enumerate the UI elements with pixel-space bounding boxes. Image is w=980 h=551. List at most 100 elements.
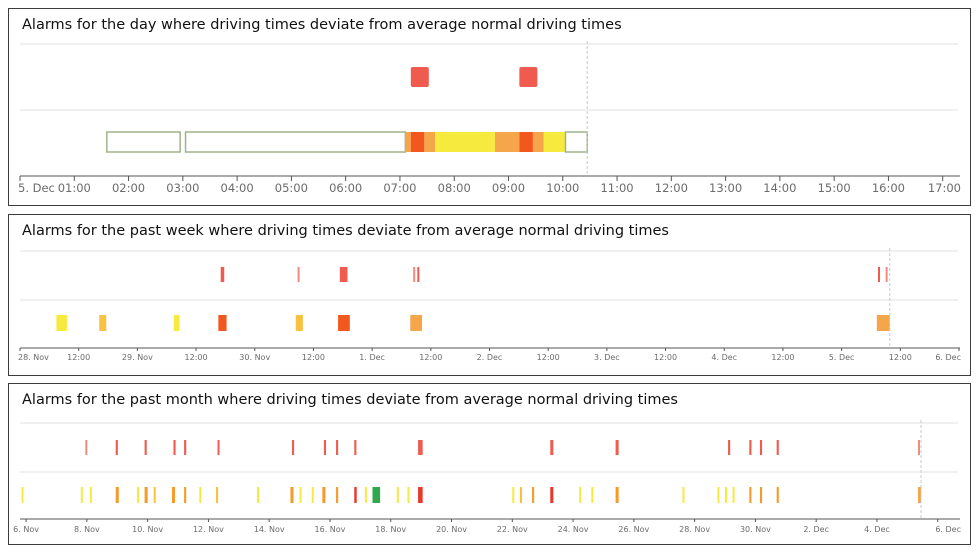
driving-segment[interactable] — [106, 131, 181, 153]
driving-segment[interactable] — [396, 487, 399, 503]
x-tick-label: 13:00 — [709, 181, 742, 195]
alarm-segment[interactable] — [418, 440, 423, 455]
driving-segment[interactable] — [336, 487, 339, 503]
driving-segment[interactable] — [184, 487, 187, 503]
alarm-segment[interactable] — [144, 440, 147, 455]
driving-segment[interactable] — [519, 132, 533, 152]
alarm-segment[interactable] — [776, 440, 779, 455]
alarm-segment[interactable] — [354, 440, 357, 455]
driving-segment[interactable] — [424, 132, 436, 152]
driving-segment[interactable] — [591, 487, 594, 503]
driving-segment[interactable] — [338, 315, 350, 331]
x-tick-label: 10:00 — [546, 181, 579, 195]
driving-segment[interactable] — [550, 487, 554, 503]
driving-segment[interactable] — [364, 487, 367, 503]
driving-segment[interactable] — [917, 487, 922, 503]
x-tick-label: 14. Nov — [254, 525, 285, 534]
driving-segment[interactable] — [295, 315, 303, 331]
driving-segment[interactable] — [136, 487, 139, 503]
driving-segment[interactable] — [418, 487, 423, 503]
driving-segment[interactable] — [407, 487, 410, 503]
driving-segment[interactable] — [759, 487, 763, 503]
driving-segment[interactable] — [299, 487, 302, 503]
driving-segment[interactable] — [89, 487, 92, 503]
driving-segment[interactable] — [494, 132, 520, 152]
alarm-segment[interactable] — [917, 440, 920, 455]
alarm-segment[interactable] — [85, 440, 88, 455]
x-tick-label: 16:00 — [872, 181, 905, 195]
alarm-segment[interactable] — [115, 440, 118, 455]
driving-segment[interactable] — [311, 487, 314, 503]
alarm-segment[interactable] — [173, 440, 176, 455]
alarm-segment[interactable] — [291, 440, 295, 455]
driving-segment[interactable] — [749, 487, 752, 503]
x-tick-label: 29. Nov — [122, 353, 153, 362]
driving-segment[interactable] — [218, 315, 227, 331]
alarm-segment[interactable] — [410, 67, 429, 87]
x-tick-label: 15:00 — [818, 181, 851, 195]
driving-segment[interactable] — [410, 315, 423, 331]
alarm-segment[interactable] — [339, 267, 348, 282]
driving-segment[interactable] — [717, 487, 720, 503]
alarm-segment[interactable] — [336, 440, 339, 455]
driving-segment[interactable] — [153, 487, 156, 503]
alarm-segment[interactable] — [878, 267, 881, 282]
alarm-segment[interactable] — [519, 67, 538, 87]
driving-segment[interactable] — [410, 132, 425, 152]
alarm-segment[interactable] — [297, 267, 300, 282]
alarm-segment[interactable] — [413, 267, 416, 282]
alarm-segment[interactable] — [323, 440, 327, 455]
x-tick-label: 12:00 — [419, 353, 442, 362]
alarm-segment[interactable] — [885, 267, 888, 282]
driving-segment[interactable] — [21, 487, 24, 503]
alarm-segment[interactable] — [184, 440, 187, 455]
driving-segment[interactable] — [184, 131, 407, 153]
driving-segment[interactable] — [290, 487, 294, 503]
driving-segment[interactable] — [354, 487, 357, 503]
alarm-segment[interactable] — [550, 440, 554, 455]
driving-segment[interactable] — [435, 132, 495, 152]
driving-segment[interactable] — [56, 315, 67, 331]
alarm-segment[interactable] — [749, 440, 752, 455]
driving-segment[interactable] — [512, 487, 515, 503]
x-tick-label: 4. Dec — [711, 353, 737, 362]
driving-segment[interactable] — [776, 487, 779, 503]
driving-segment[interactable] — [519, 487, 523, 503]
driving-segment[interactable] — [615, 487, 619, 503]
driving-segment[interactable] — [173, 315, 180, 331]
alarm-segment[interactable] — [615, 440, 619, 455]
alarm-segment[interactable] — [220, 267, 225, 282]
alarm-segment[interactable] — [417, 267, 420, 282]
driving-segment[interactable] — [80, 487, 83, 503]
x-tick-label: 12:00 — [302, 353, 325, 362]
weekly-alarms-panel: Alarms for the past week where driving t… — [8, 214, 971, 376]
driving-segment[interactable] — [725, 487, 728, 503]
driving-segment[interactable] — [682, 487, 685, 503]
driving-segment[interactable] — [199, 487, 202, 503]
x-tick-label: 12:00 — [889, 353, 912, 362]
x-tick-label: 05:00 — [275, 181, 308, 195]
driving-segment[interactable] — [543, 132, 566, 152]
driving-segment[interactable] — [372, 487, 381, 503]
x-tick-label: 22. Nov — [497, 525, 528, 534]
driving-segment[interactable] — [732, 487, 735, 503]
driving-segment[interactable] — [579, 487, 582, 503]
driving-segment[interactable] — [257, 487, 260, 503]
driving-segment[interactable] — [876, 315, 890, 331]
daily-alarms-chart: 5. Dec 01:00 02:00 03:00 04:00 05:00 06:00 07:0… — [18, 41, 961, 195]
x-tick-label: 26. Nov — [618, 525, 649, 534]
driving-segment[interactable] — [532, 132, 544, 152]
alarm-segment[interactable] — [217, 440, 220, 455]
driving-segment[interactable] — [99, 315, 107, 331]
driving-segment[interactable] — [216, 487, 219, 503]
driving-segment[interactable] — [144, 487, 148, 503]
driving-segment[interactable] — [564, 131, 588, 153]
driving-segment[interactable] — [405, 132, 411, 152]
driving-segment[interactable] — [115, 487, 119, 503]
driving-segment[interactable] — [322, 487, 326, 503]
x-tick-label: 12:00 — [655, 181, 688, 195]
driving-segment[interactable] — [532, 487, 535, 503]
alarm-segment[interactable] — [728, 440, 731, 455]
driving-segment[interactable] — [171, 487, 175, 503]
alarm-segment[interactable] — [759, 440, 763, 455]
